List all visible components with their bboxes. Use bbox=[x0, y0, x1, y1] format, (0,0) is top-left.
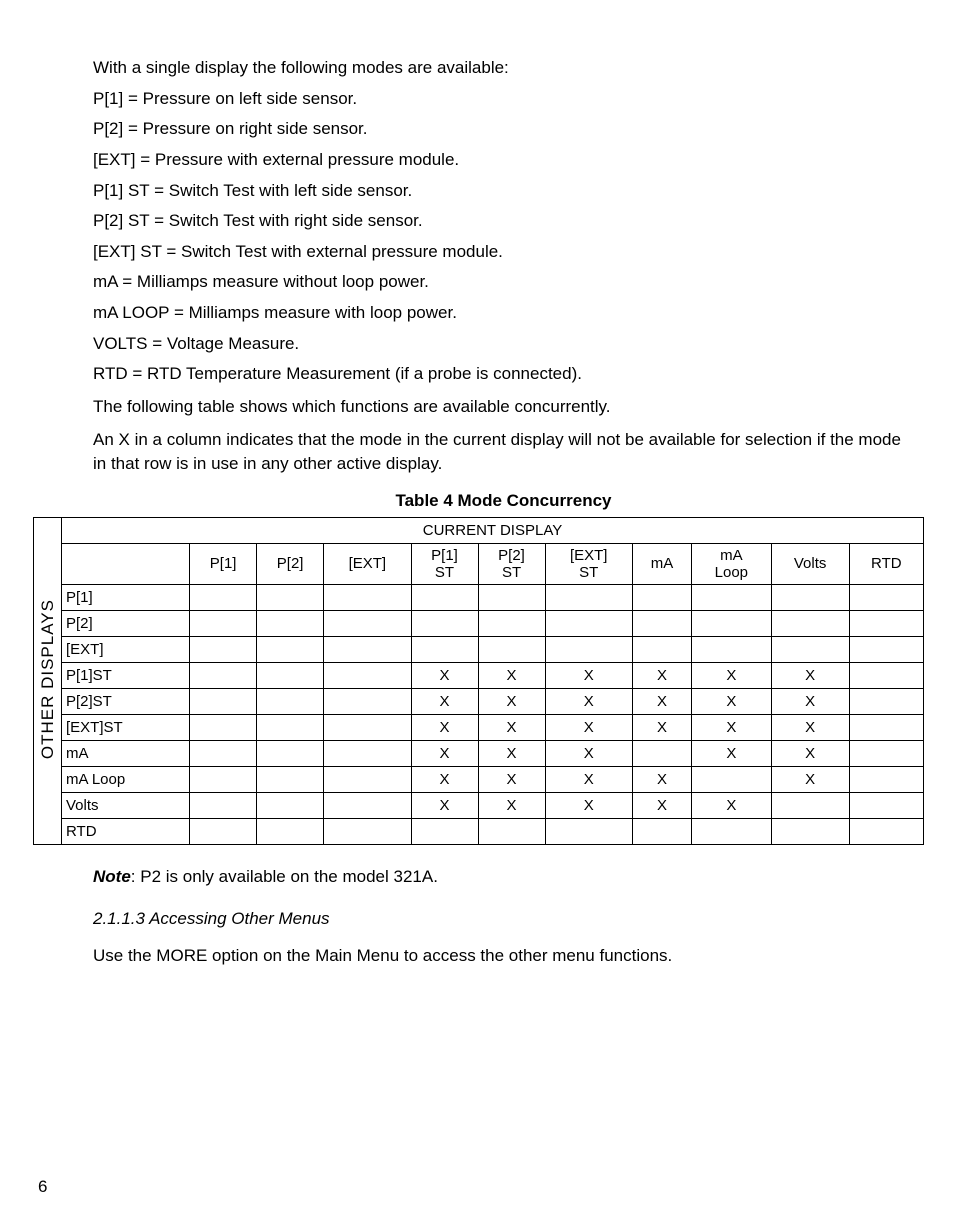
table-row: [EXT]ST XXXXXX bbox=[34, 714, 924, 740]
table-row: mA Loop XXXXX bbox=[34, 766, 924, 792]
header-row: P[1] P[2] [EXT] P[1]ST P[2]ST [EXT]ST mA… bbox=[34, 543, 924, 584]
row-label: Volts bbox=[62, 792, 190, 818]
col-volts: Volts bbox=[771, 543, 849, 584]
def-8: VOLTS = Voltage Measure. bbox=[93, 332, 914, 357]
table-row: P[2]ST XXXXXX bbox=[34, 688, 924, 714]
side-label-cell: OTHER DISPLAYS bbox=[34, 517, 62, 844]
explain: An X in a column indicates that the mode… bbox=[93, 428, 914, 477]
col-extst: [EXT]ST bbox=[545, 543, 632, 584]
body-text: With a single display the following mode… bbox=[93, 56, 914, 477]
col-p2: P[2] bbox=[257, 543, 324, 584]
section-heading: 2.1.1.3 Accessing Other Menus bbox=[93, 909, 914, 929]
table-row: Volts XXXXX bbox=[34, 792, 924, 818]
col-maloop: mALoop bbox=[692, 543, 772, 584]
header-span: CURRENT DISPLAY bbox=[62, 517, 924, 543]
row-label: RTD bbox=[62, 818, 190, 844]
table-row: RTD bbox=[34, 818, 924, 844]
note: Note: P2 is only available on the model … bbox=[93, 867, 914, 887]
def-1: P[2] = Pressure on right side sensor. bbox=[93, 117, 914, 142]
col-p1st: P[1]ST bbox=[411, 543, 478, 584]
row-label: [EXT]ST bbox=[62, 714, 190, 740]
row-label: mA bbox=[62, 740, 190, 766]
row-label: mA Loop bbox=[62, 766, 190, 792]
table-row: P[2] bbox=[34, 610, 924, 636]
def-3: P[1] ST = Switch Test with left side sen… bbox=[93, 179, 914, 204]
table-row: P[1] bbox=[34, 584, 924, 610]
def-7: mA LOOP = Milliamps measure with loop po… bbox=[93, 301, 914, 326]
def-2: [EXT] = Pressure with external pressure … bbox=[93, 148, 914, 173]
page-number: 6 bbox=[38, 1177, 47, 1197]
col-ext: [EXT] bbox=[324, 543, 411, 584]
col-rtd: RTD bbox=[849, 543, 923, 584]
def-0: P[1] = Pressure on left side sensor. bbox=[93, 87, 914, 112]
side-label: OTHER DISPLAYS bbox=[38, 599, 58, 759]
row-label: P[1] bbox=[62, 584, 190, 610]
table-title: Table 4 Mode Concurrency bbox=[93, 491, 914, 511]
def-9: RTD = RTD Temperature Measurement (if a … bbox=[93, 362, 914, 387]
row-label: P[1]ST bbox=[62, 662, 190, 688]
section-body: Use the MORE option on the Main Menu to … bbox=[93, 946, 914, 966]
row-label: [EXT] bbox=[62, 636, 190, 662]
def-5: [EXT] ST = Switch Test with external pre… bbox=[93, 240, 914, 265]
intro: With a single display the following mode… bbox=[93, 56, 914, 81]
col-ma: mA bbox=[632, 543, 691, 584]
def-6: mA = Milliamps measure without loop powe… bbox=[93, 270, 914, 295]
col-blank bbox=[62, 543, 190, 584]
table-row: [EXT] bbox=[34, 636, 924, 662]
col-p1: P[1] bbox=[190, 543, 257, 584]
table-row: P[1]ST XXXXXX bbox=[34, 662, 924, 688]
row-label: P[2] bbox=[62, 610, 190, 636]
col-p2st: P[2]ST bbox=[478, 543, 545, 584]
note-label: Note bbox=[93, 867, 131, 886]
row-label: P[2]ST bbox=[62, 688, 190, 714]
def-4: P[2] ST = Switch Test with right side se… bbox=[93, 209, 914, 234]
following: The following table shows which function… bbox=[93, 395, 914, 420]
table-row: mA XXXXX bbox=[34, 740, 924, 766]
mode-concurrency-table: OTHER DISPLAYS CURRENT DISPLAY P[1] P[2]… bbox=[33, 517, 924, 845]
note-text: : P2 is only available on the model 321A… bbox=[131, 867, 438, 886]
